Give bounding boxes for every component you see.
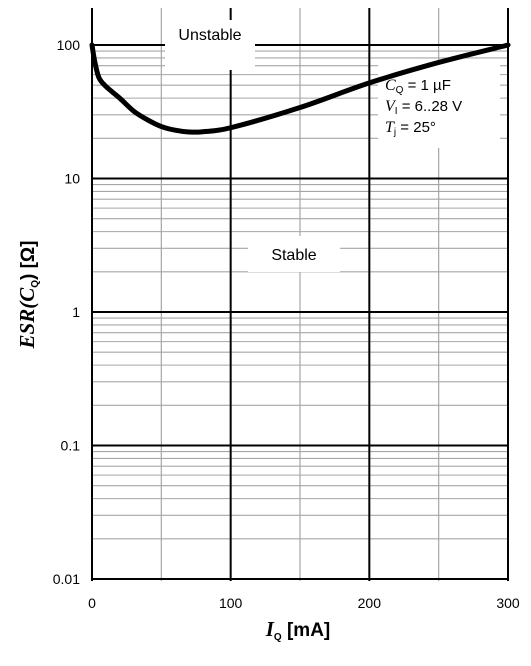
x-tick-label: 200 xyxy=(358,595,382,611)
y-axis-unit: ) [Ω] xyxy=(18,241,39,281)
unstable-label-bg xyxy=(165,20,255,70)
x-tick-label: 100 xyxy=(219,595,243,611)
esr-limit-curve xyxy=(89,42,511,135)
y-tick-label: 10 xyxy=(64,171,80,187)
x-axis-symbol: I xyxy=(265,617,275,641)
y-tick-label: 0.01 xyxy=(53,571,80,587)
condition-subscript: I xyxy=(395,106,398,117)
condition-symbol: V xyxy=(385,98,397,115)
y-tick-label: 0.1 xyxy=(61,438,81,454)
x-tick-label: 300 xyxy=(496,595,520,611)
condition-symbol: C xyxy=(385,77,396,94)
condition-value: = 1 µF xyxy=(403,77,450,94)
condition-symbol: T xyxy=(385,119,395,136)
unstable-region-label: Unstable xyxy=(178,27,241,44)
condition-subscript: j xyxy=(393,127,396,138)
y-tick-label: 100 xyxy=(57,37,81,53)
conditions-box xyxy=(378,63,500,148)
stable-region-label: Stable xyxy=(271,247,316,264)
condition-subscript: Q xyxy=(396,85,404,96)
x-tick-label: 0 xyxy=(88,595,96,611)
y-axis-prefix: ESR( xyxy=(15,300,39,350)
condition-line: VI = 6..28 V xyxy=(385,98,462,117)
y-axis-symbol: C xyxy=(15,287,39,302)
y-axis-subscript: Q xyxy=(30,280,41,288)
x-axis-unit: [mA] xyxy=(282,620,331,641)
stable-label-bg xyxy=(248,236,340,272)
major-grid xyxy=(91,8,509,581)
tick-labels: 0.01 0.1 1 10 100 0 100 200 300 xyxy=(53,37,520,611)
condition-line: Tj = 25° xyxy=(385,119,436,138)
y-tick-label: 1 xyxy=(72,304,80,320)
y-axis-title: ESR(CQ) [Ω] xyxy=(15,241,41,350)
condition-value: = 6..28 V xyxy=(398,98,463,115)
x-axis-subscript: Q xyxy=(274,632,282,643)
condition-value: = 25° xyxy=(396,119,436,136)
condition-line: CQ = 1 µF xyxy=(385,77,451,96)
x-axis-title: IQ [mA] xyxy=(265,617,331,643)
